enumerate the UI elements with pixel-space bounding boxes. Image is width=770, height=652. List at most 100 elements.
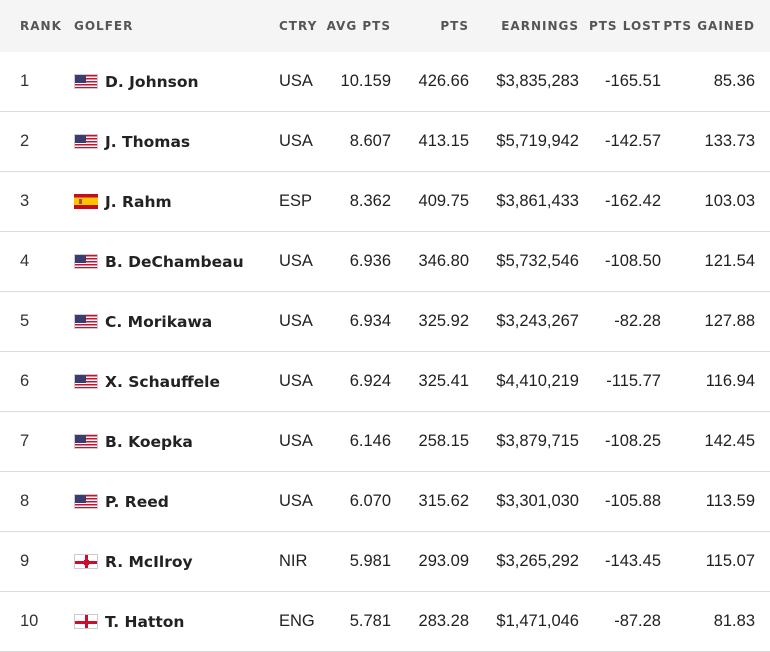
header-ctry[interactable]: CTRY xyxy=(279,19,318,33)
pts-cell: 409.75 xyxy=(418,192,469,210)
golfer-cell: J. Thomas xyxy=(74,133,279,151)
avg-pts-cell: 6.070 xyxy=(349,492,391,510)
pts-lost-cell: -162.42 xyxy=(605,192,661,210)
earnings-cell: $3,861,433 xyxy=(496,192,579,210)
golfer-cell: B. DeChambeau xyxy=(74,253,279,271)
table-row[interactable]: 10 T. Hatton ENG 5.781 283.28 $1,471,046… xyxy=(0,592,770,652)
table-body: 1 D. Johnson USA 10.159 426.66 $3,835,28… xyxy=(0,52,770,652)
pts-gained-cell: 103.03 xyxy=(704,192,755,210)
pts-cell: 346.80 xyxy=(418,252,469,270)
country-cell: ESP xyxy=(279,192,313,210)
table-row[interactable]: 6 X. Schauffele USA 6.924 325.41 $4,410,… xyxy=(0,352,770,412)
pts-cell: 325.92 xyxy=(418,312,469,330)
pts-gained-cell: 142.45 xyxy=(704,432,755,450)
table-row[interactable]: 8 P. Reed USA 6.070 315.62 $3,301,030 -1… xyxy=(0,472,770,532)
golfer-name-link[interactable]: X. Schauffele xyxy=(105,372,221,391)
golfer-cell: X. Schauffele xyxy=(74,373,279,391)
flag-esp-icon xyxy=(74,194,98,209)
earnings-cell: $1,471,046 xyxy=(496,612,579,630)
header-pts-gained[interactable]: PTS GAINED xyxy=(663,19,755,33)
golfer-name-link[interactable]: D. Johnson xyxy=(105,72,199,91)
rank-cell: 1 xyxy=(20,72,30,90)
rank-cell: 5 xyxy=(20,312,30,330)
earnings-cell: $3,301,030 xyxy=(496,492,579,510)
table-row[interactable]: 5 C. Morikawa USA 6.934 325.92 $3,243,26… xyxy=(0,292,770,352)
golfer-name-link[interactable]: R. McIlroy xyxy=(105,552,193,571)
earnings-cell: $3,243,267 xyxy=(496,312,579,330)
flag-usa-icon xyxy=(74,434,98,449)
earnings-cell: $5,732,546 xyxy=(496,252,579,270)
pts-cell: 293.09 xyxy=(418,552,469,570)
header-avg-pts[interactable]: AVG PTS xyxy=(326,19,391,33)
avg-pts-cell: 6.924 xyxy=(349,372,391,390)
earnings-cell: $5,719,942 xyxy=(496,132,579,150)
table-row[interactable]: 7 B. Koepka USA 6.146 258.15 $3,879,715 … xyxy=(0,412,770,472)
pts-cell: 413.15 xyxy=(418,132,469,150)
golfer-name-link[interactable]: J. Thomas xyxy=(105,132,191,151)
table-row[interactable]: 9 R. McIlroy NIR 5.981 293.09 $3,265,292… xyxy=(0,532,770,592)
rank-cell: 3 xyxy=(20,192,30,210)
avg-pts-cell: 8.362 xyxy=(349,192,391,210)
pts-gained-cell: 115.07 xyxy=(705,552,755,570)
country-cell: USA xyxy=(279,132,313,150)
header-golfer[interactable]: GOLFER xyxy=(74,19,134,33)
pts-cell: 315.62 xyxy=(418,492,469,510)
table-header: RANK GOLFER CTRY AVG PTS PTS EARNINGS PT… xyxy=(0,0,770,52)
header-pts-lost[interactable]: PTS LOST xyxy=(588,19,661,33)
pts-gained-cell: 116.94 xyxy=(705,372,755,390)
golfer-name-link[interactable]: T. Hatton xyxy=(105,612,185,631)
avg-pts-cell: 6.936 xyxy=(349,252,391,270)
golfer-name-link[interactable]: B. DeChambeau xyxy=(105,252,244,271)
country-cell: NIR xyxy=(279,552,308,570)
rank-cell: 10 xyxy=(20,612,39,630)
golfer-cell: T. Hatton xyxy=(74,613,279,631)
rank-cell: 2 xyxy=(20,132,30,150)
header-earnings[interactable]: EARNINGS xyxy=(501,19,579,33)
pts-lost-cell: -108.25 xyxy=(605,432,661,450)
pts-gained-cell: 133.73 xyxy=(704,132,755,150)
country-cell: USA xyxy=(279,312,313,330)
pts-gained-cell: 85.36 xyxy=(713,72,755,90)
header-rank[interactable]: RANK xyxy=(20,19,62,33)
golfer-cell: J. Rahm xyxy=(74,193,279,211)
golfer-name-link[interactable]: B. Koepka xyxy=(105,432,193,451)
pts-gained-cell: 121.54 xyxy=(704,252,755,270)
pts-cell: 426.66 xyxy=(418,72,469,90)
country-cell: USA xyxy=(279,372,313,390)
flag-nir-icon xyxy=(74,554,98,569)
pts-lost-cell: -105.88 xyxy=(605,492,661,510)
golfer-name-link[interactable]: P. Reed xyxy=(105,492,169,511)
header-pts[interactable]: PTS xyxy=(440,19,469,33)
pts-cell: 283.28 xyxy=(418,612,469,630)
earnings-cell: $3,879,715 xyxy=(496,432,579,450)
golfer-cell: D. Johnson xyxy=(74,73,279,91)
table-row[interactable]: 1 D. Johnson USA 10.159 426.66 $3,835,28… xyxy=(0,52,770,112)
pts-lost-cell: -108.50 xyxy=(605,252,661,270)
earnings-cell: $4,410,219 xyxy=(496,372,579,390)
table-row[interactable]: 3 J. Rahm ESP 8.362 409.75 $3,861,433 -1… xyxy=(0,172,770,232)
pts-lost-cell: -115.77 xyxy=(606,372,661,390)
flag-usa-icon xyxy=(74,74,98,89)
golfer-name-link[interactable]: C. Morikawa xyxy=(105,312,213,331)
rank-cell: 9 xyxy=(20,552,30,570)
golfer-cell: P. Reed xyxy=(74,493,279,511)
golfer-cell: R. McIlroy xyxy=(74,553,279,571)
pts-lost-cell: -82.28 xyxy=(614,312,661,330)
avg-pts-cell: 6.146 xyxy=(349,432,391,450)
golfer-name-link[interactable]: J. Rahm xyxy=(105,192,172,211)
table-row[interactable]: 2 J. Thomas USA 8.607 413.15 $5,719,942 … xyxy=(0,112,770,172)
avg-pts-cell: 8.607 xyxy=(349,132,391,150)
flag-usa-icon xyxy=(74,374,98,389)
pts-gained-cell: 81.83 xyxy=(713,612,755,630)
golfer-cell: C. Morikawa xyxy=(74,313,279,331)
pts-cell: 258.15 xyxy=(418,432,469,450)
pts-lost-cell: -87.28 xyxy=(614,612,661,630)
earnings-cell: $3,265,292 xyxy=(496,552,579,570)
flag-usa-icon xyxy=(74,254,98,269)
flag-eng-icon xyxy=(74,614,98,629)
avg-pts-cell: 5.981 xyxy=(349,552,391,570)
country-cell: USA xyxy=(279,252,313,270)
table-row[interactable]: 4 B. DeChambeau USA 6.936 346.80 $5,732,… xyxy=(0,232,770,292)
country-cell: ENG xyxy=(279,612,315,630)
pts-lost-cell: -165.51 xyxy=(605,72,661,90)
